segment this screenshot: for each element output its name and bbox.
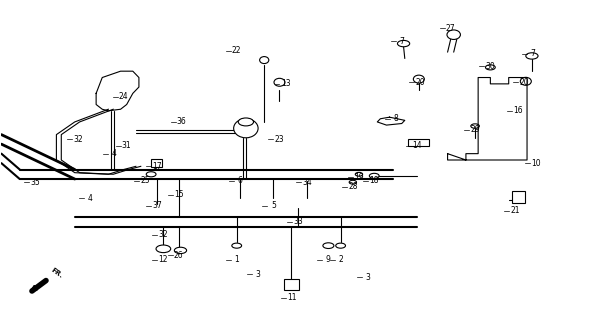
Ellipse shape: [238, 118, 254, 126]
Text: 20: 20: [415, 78, 425, 87]
Bar: [511, 191, 525, 203]
Bar: [151, 159, 162, 167]
Text: 27: 27: [446, 24, 456, 33]
Text: 4: 4: [112, 149, 117, 158]
Circle shape: [397, 40, 410, 47]
Text: 13: 13: [281, 79, 290, 88]
Text: 15: 15: [174, 190, 184, 199]
Circle shape: [174, 247, 187, 253]
Text: 37: 37: [152, 202, 162, 211]
Ellipse shape: [234, 119, 258, 138]
Text: 17: 17: [152, 162, 162, 171]
Text: 7: 7: [399, 36, 404, 45]
Text: 28: 28: [348, 182, 357, 191]
Circle shape: [156, 245, 171, 252]
Circle shape: [486, 65, 495, 70]
Text: 12: 12: [158, 255, 168, 264]
Text: 16: 16: [513, 106, 523, 115]
Ellipse shape: [520, 77, 531, 85]
Text: 32: 32: [73, 135, 83, 144]
Circle shape: [146, 172, 156, 177]
Text: 30: 30: [486, 62, 495, 71]
Text: 7: 7: [530, 49, 535, 58]
Text: 9: 9: [326, 255, 331, 264]
Bar: [284, 279, 299, 290]
Text: FR.: FR.: [50, 267, 64, 280]
Text: 1: 1: [235, 255, 239, 264]
Text: 25: 25: [140, 176, 150, 185]
Text: 6: 6: [238, 176, 242, 185]
Polygon shape: [96, 71, 139, 111]
Text: 31: 31: [122, 141, 131, 150]
Polygon shape: [377, 117, 405, 125]
Ellipse shape: [413, 75, 424, 83]
Text: 32: 32: [158, 230, 168, 239]
Ellipse shape: [260, 57, 269, 64]
Text: 36: 36: [177, 117, 187, 126]
Text: 18: 18: [370, 176, 379, 185]
Text: 3: 3: [255, 270, 260, 279]
Circle shape: [232, 243, 241, 248]
Circle shape: [356, 172, 363, 176]
Circle shape: [336, 243, 346, 248]
Text: 20: 20: [519, 78, 529, 87]
Text: 10: 10: [531, 159, 541, 168]
Text: 11: 11: [287, 293, 297, 302]
Text: 3: 3: [366, 273, 371, 282]
Text: 33: 33: [293, 217, 303, 226]
Text: 23: 23: [274, 135, 284, 144]
Text: 8: 8: [393, 114, 398, 123]
Text: 14: 14: [412, 141, 422, 150]
Text: 35: 35: [30, 178, 40, 187]
Text: 4: 4: [88, 194, 93, 203]
Text: 22: 22: [232, 46, 241, 55]
Ellipse shape: [274, 78, 285, 86]
Circle shape: [471, 124, 480, 128]
Text: 24: 24: [119, 92, 128, 101]
Ellipse shape: [447, 30, 460, 39]
Circle shape: [526, 53, 538, 59]
Circle shape: [370, 173, 379, 178]
Text: 26: 26: [174, 251, 184, 260]
Text: 19: 19: [354, 173, 363, 182]
Circle shape: [323, 243, 334, 249]
Circle shape: [349, 180, 357, 184]
Text: 21: 21: [510, 206, 519, 215]
Text: 5: 5: [271, 202, 276, 211]
Bar: [408, 140, 429, 146]
Text: 29: 29: [470, 125, 480, 134]
Text: 34: 34: [302, 178, 312, 187]
Polygon shape: [448, 77, 527, 160]
Text: 2: 2: [338, 255, 343, 264]
